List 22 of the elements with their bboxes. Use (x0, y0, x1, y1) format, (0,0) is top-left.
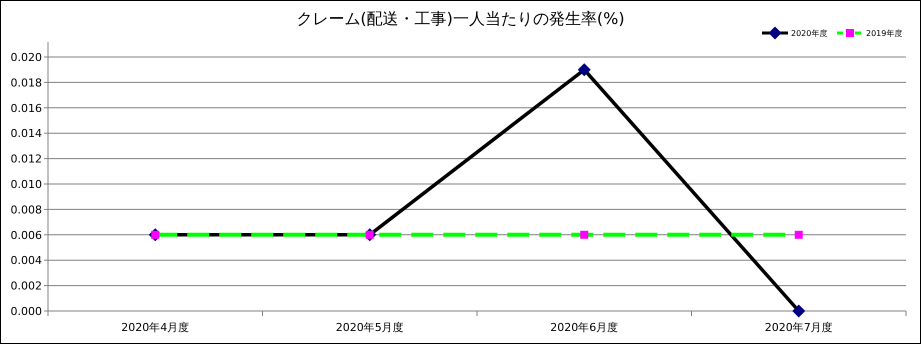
y-tick-label: 0.000 (10, 305, 42, 318)
point (578, 63, 591, 76)
y-tick-label: 0.008 (10, 203, 42, 216)
x-tick-label: 2020年5月度 (336, 321, 404, 334)
y-tick-label: 0.014 (10, 127, 42, 140)
legend-label: 2020年度 (791, 29, 828, 38)
legend-label: 2019年度 (866, 29, 902, 38)
x-tick-label: 2020年7月度 (764, 321, 833, 334)
point (794, 230, 803, 239)
point (792, 304, 806, 318)
x-tick-label: 2020年4月度 (121, 321, 190, 334)
y-tick-label: 0.020 (10, 51, 42, 64)
y-tick-label: 0.004 (10, 254, 42, 268)
y-tick-label: 0.016 (10, 102, 42, 115)
point (580, 230, 588, 239)
chart-title: クレーム(配送・工事)一人当たりの発生率(%) (296, 9, 625, 28)
y-tick-label: 0.018 (10, 76, 42, 90)
y-tick-label: 0.010 (10, 178, 42, 191)
y-tick-label: 0.006 (10, 228, 42, 242)
y-tick-label: 0.012 (10, 152, 42, 166)
x-tick-label: 2020年6月度 (550, 321, 618, 334)
y-tick-label: 0.002 (10, 280, 42, 293)
